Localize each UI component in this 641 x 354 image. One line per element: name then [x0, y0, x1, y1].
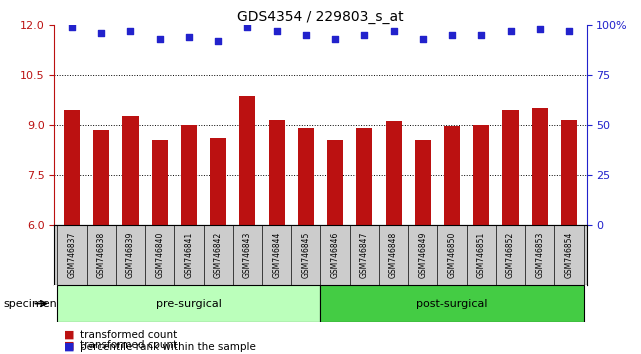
Text: GSM746848: GSM746848 — [389, 232, 398, 278]
Point — [359, 32, 369, 38]
Bar — [327, 140, 343, 225]
Point — [126, 28, 136, 34]
Bar — [320, 285, 583, 322]
Point — [330, 36, 340, 42]
Text: specimen: specimen — [3, 299, 57, 309]
Point — [476, 32, 487, 38]
Bar — [444, 126, 460, 225]
Point — [418, 36, 428, 42]
Bar — [385, 121, 402, 225]
Point — [213, 38, 223, 44]
Text: GSM746847: GSM746847 — [360, 232, 369, 279]
Bar — [503, 110, 519, 225]
Point — [564, 28, 574, 34]
Point — [96, 30, 106, 36]
Text: GSM746843: GSM746843 — [243, 232, 252, 279]
Text: GSM746844: GSM746844 — [272, 232, 281, 279]
Text: GSM746851: GSM746851 — [477, 232, 486, 278]
Text: ■: ■ — [64, 340, 74, 350]
Point — [184, 34, 194, 40]
Point — [67, 24, 77, 30]
Bar — [210, 138, 226, 225]
Point — [272, 28, 282, 34]
Text: transformed count: transformed count — [80, 340, 178, 350]
Point — [535, 26, 545, 32]
Bar — [58, 285, 320, 322]
Text: GSM746840: GSM746840 — [155, 232, 164, 279]
Text: ■: ■ — [64, 342, 74, 352]
Text: GSM746838: GSM746838 — [97, 232, 106, 278]
Text: GSM746841: GSM746841 — [185, 232, 194, 278]
Point — [301, 32, 311, 38]
Bar — [93, 130, 110, 225]
Text: GSM746850: GSM746850 — [447, 232, 456, 279]
Text: transformed count: transformed count — [80, 330, 178, 339]
Bar — [239, 96, 256, 225]
Text: GSM746845: GSM746845 — [301, 232, 310, 279]
Title: GDS4354 / 229803_s_at: GDS4354 / 229803_s_at — [237, 10, 404, 24]
Point — [242, 24, 253, 30]
Text: GSM746839: GSM746839 — [126, 232, 135, 279]
Bar — [561, 120, 577, 225]
Text: GSM746846: GSM746846 — [331, 232, 340, 279]
Text: GSM746853: GSM746853 — [535, 232, 544, 279]
Point — [447, 32, 457, 38]
Point — [154, 36, 165, 42]
Bar — [152, 140, 168, 225]
Text: GSM746852: GSM746852 — [506, 232, 515, 278]
Point — [505, 28, 515, 34]
Bar — [64, 110, 80, 225]
Bar — [269, 120, 285, 225]
Point — [388, 28, 399, 34]
Bar — [356, 128, 372, 225]
Text: GSM746842: GSM746842 — [213, 232, 222, 278]
Text: pre-surgical: pre-surgical — [156, 298, 222, 309]
Text: GSM746849: GSM746849 — [419, 232, 428, 279]
Bar — [531, 108, 548, 225]
Bar — [473, 125, 489, 225]
Text: GSM746837: GSM746837 — [67, 232, 76, 279]
Text: percentile rank within the sample: percentile rank within the sample — [80, 342, 256, 352]
Bar — [181, 125, 197, 225]
Text: post-surgical: post-surgical — [416, 298, 488, 309]
Bar — [122, 116, 138, 225]
Bar — [298, 128, 314, 225]
Text: GSM746854: GSM746854 — [565, 232, 574, 279]
Text: ■: ■ — [64, 330, 74, 339]
Bar — [415, 140, 431, 225]
